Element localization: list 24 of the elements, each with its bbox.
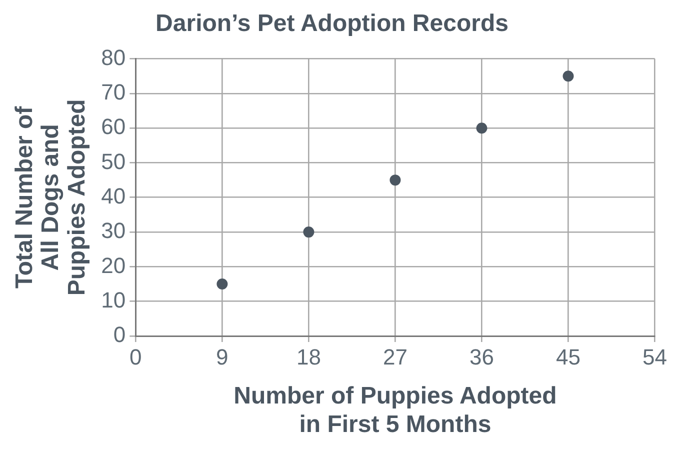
y-tick-label: 10 bbox=[101, 287, 126, 312]
point bbox=[303, 226, 314, 238]
chart-title: Darion’s Pet Adoption Records bbox=[156, 10, 508, 38]
x-tick-label: 0 bbox=[130, 344, 142, 370]
point bbox=[390, 174, 401, 186]
x-tick-label: 18 bbox=[296, 344, 321, 370]
y-tick-label: 70 bbox=[101, 80, 126, 105]
y-axis-title: Total Number of All Dogs and Puppies Adopted bbox=[10, 99, 91, 296]
point bbox=[562, 70, 574, 82]
x-tick-label: 45 bbox=[556, 344, 580, 370]
x-tick-label: 27 bbox=[382, 344, 408, 370]
x-tick-label: 36 bbox=[469, 344, 494, 370]
y-tick-label: 40 bbox=[101, 183, 126, 208]
x-tick-label: 9 bbox=[216, 344, 228, 370]
point bbox=[476, 122, 488, 134]
y-tick-label: 80 bbox=[101, 44, 126, 70]
x-axis-title: Number of Puppies Adopted in First 5 Months bbox=[234, 382, 557, 438]
y-tick-label: 20 bbox=[101, 252, 126, 278]
y-tick-label: 50 bbox=[101, 148, 126, 174]
y-tick-label: 0 bbox=[113, 322, 126, 348]
point bbox=[216, 278, 228, 290]
x-tick-label: 54 bbox=[642, 344, 668, 370]
y-tick-label: 60 bbox=[101, 114, 126, 140]
y-tick-label: 30 bbox=[101, 218, 126, 244]
